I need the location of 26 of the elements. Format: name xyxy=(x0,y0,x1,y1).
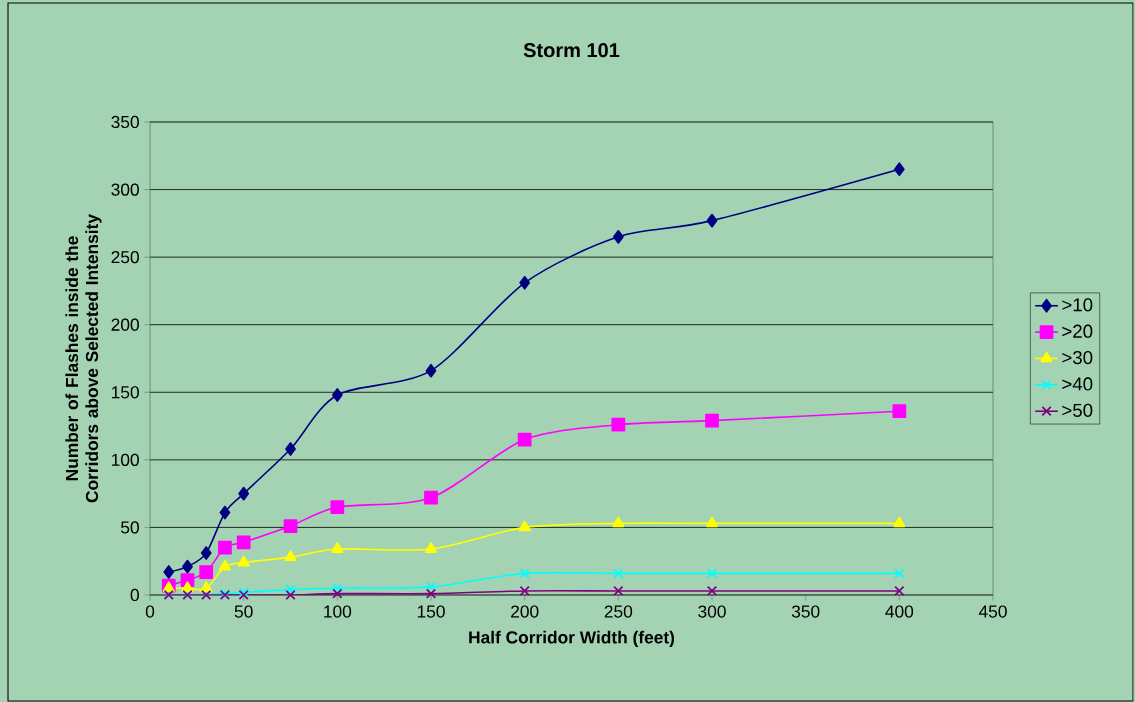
y-tick-label: 0 xyxy=(130,588,139,602)
x-tick-label: 250 xyxy=(604,605,633,618)
x-tick-label: 400 xyxy=(885,605,914,618)
x-tick-label: 200 xyxy=(511,605,539,618)
y-axis-title: Number of Flashes inside the Corridors above Selected Intensity xyxy=(65,214,102,503)
y-tick-label: 50 xyxy=(121,521,139,534)
x-axis-title: Half Corridor Width (feet) xyxy=(469,630,675,647)
x-tick-label: 50 xyxy=(234,605,253,618)
y-tick-label: 250 xyxy=(111,250,139,264)
y-tick-label: 200 xyxy=(111,318,139,331)
x-tick-label: 450 xyxy=(978,605,1007,618)
legend-label: >50 xyxy=(1062,403,1093,417)
x-tick-label: 300 xyxy=(698,605,726,618)
x-tick-label: 100 xyxy=(324,605,352,618)
x-tick-label: 0 xyxy=(145,605,155,618)
legend-label: >20 xyxy=(1062,324,1093,338)
legend-label: >40 xyxy=(1062,377,1093,391)
x-tick-label: 150 xyxy=(417,605,445,618)
x-tick-label: 350 xyxy=(791,605,820,618)
legend-label: >10 xyxy=(1062,298,1093,312)
y-tick-label: 100 xyxy=(112,453,139,466)
y-tick-label: 350 xyxy=(111,115,139,129)
y-tick-label: 150 xyxy=(112,386,139,399)
y-tick-label: 300 xyxy=(111,183,139,196)
chart-title: Storm 101 xyxy=(523,43,620,58)
legend-label: >30 xyxy=(1062,350,1093,365)
